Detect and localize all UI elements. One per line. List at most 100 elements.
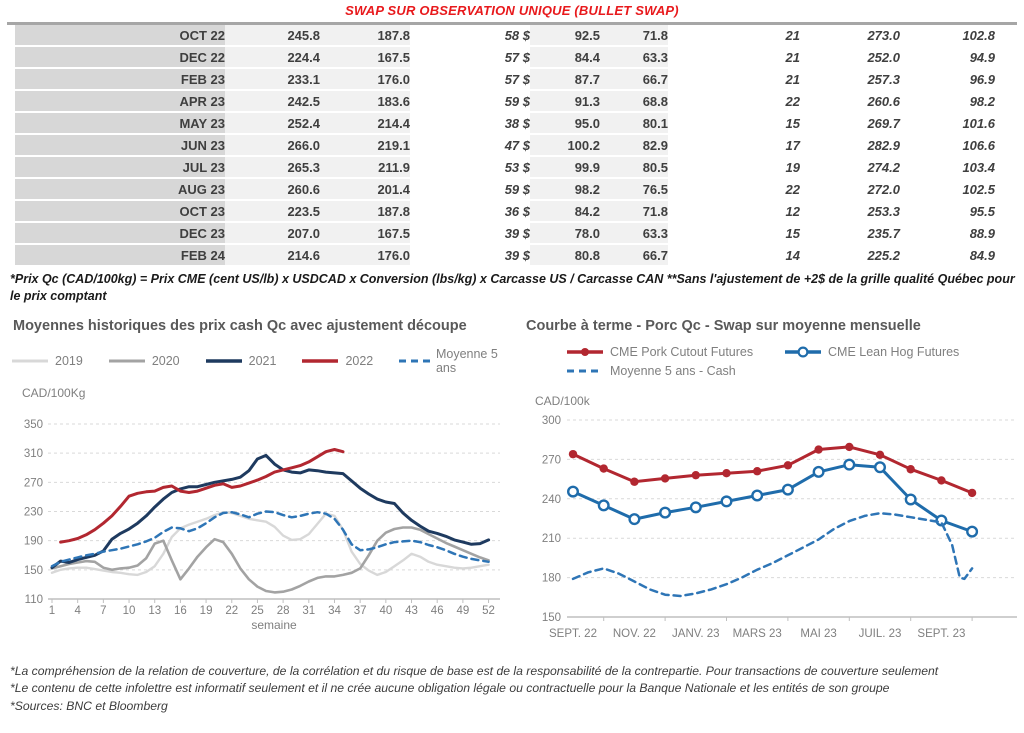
legend-label: Moyenne 5 ans - Cash: [610, 363, 736, 378]
svg-text:31: 31: [302, 605, 315, 617]
table-row: AUG 23 260.6 201.4 59 $98.2 76.5 22 272.0 102.5: [15, 178, 995, 201]
svg-text:16: 16: [174, 605, 187, 617]
table-cell: 183.6: [320, 90, 410, 113]
right-chart-plot: 150 180 210 240 270 300 SEPT. 22 NOV. 22 JANV. 2…: [542, 415, 1017, 640]
table-cell: 22: [668, 178, 800, 201]
table-cell: DEC 23: [15, 222, 225, 245]
table-cell: 92.5: [530, 25, 600, 47]
legend-label: Moyenne 5 ans: [435, 347, 498, 375]
table-cell: 260.6: [800, 90, 900, 113]
svg-text:19: 19: [200, 605, 213, 617]
table-cell: 187.8: [320, 200, 410, 223]
legend-label: 2021: [248, 354, 277, 368]
table-cell: DEC 22: [15, 46, 225, 69]
swap-table-body: OCT 22 245.8 187.8 58 $92.5 71.8 21 273.0 102.8…: [15, 25, 995, 267]
table-row: OCT 23 223.5 187.8 36 $84.2 71.8 12 253.3 95.5: [15, 200, 995, 223]
table-cell: JUL 23: [15, 156, 225, 179]
table-cell: 269.7: [800, 112, 900, 135]
note-line: *Le contenu de cette infolettre est info…: [10, 681, 890, 696]
table-cell: APR 23: [15, 90, 225, 113]
table-cell: 21: [668, 25, 800, 47]
svg-text:MARS 23: MARS 23: [733, 628, 782, 640]
table-cell: OCT 22: [15, 25, 225, 47]
table-cell: 223.5: [225, 200, 320, 223]
table-cell: 14: [668, 244, 800, 267]
table-cell: 87.7: [530, 68, 600, 91]
note-line: *La compréhension de la relation de couv…: [10, 664, 939, 678]
table-cell: 84.9: [900, 244, 995, 267]
table-cell: 242.5: [225, 90, 320, 113]
table-cell: 235.7: [800, 222, 900, 245]
table-cell: 21: [668, 68, 800, 91]
table-cell: 245.8: [225, 25, 320, 47]
svg-text:230: 230: [24, 507, 43, 519]
table-cell: 80.5: [600, 156, 668, 179]
table-cell: 252.0: [800, 46, 900, 69]
table-cell: 36 $: [410, 200, 530, 223]
table-cell: 167.5: [320, 46, 410, 69]
table-cell: 102.5: [900, 178, 995, 201]
table-cell: 95.0: [530, 112, 600, 135]
legend-swatch-icon: [567, 347, 603, 356]
svg-text:43: 43: [405, 605, 418, 617]
table-cell: 274.2: [800, 156, 900, 179]
svg-text:310: 310: [24, 448, 43, 460]
table-cell: 59 $: [410, 178, 530, 201]
table-cell: 253.3: [800, 200, 900, 223]
svg-text:25: 25: [251, 605, 264, 617]
legend-label: CME Lean Hog Futures: [828, 344, 960, 359]
legend-label: 2019: [55, 354, 83, 368]
legend-item: 2022: [300, 352, 373, 371]
table-cell: 78.0: [530, 222, 600, 245]
table-cell: 71.8: [600, 25, 668, 47]
legend-item: CME Lean Hog Futures: [783, 342, 1001, 361]
table-row: MAY 23 252.4 214.4 38 $95.0 80.1 15 269.7 101.6: [15, 112, 995, 135]
table-footnote: *Prix Qc (CAD/100kg) = Prix CME (cent US…: [10, 272, 1015, 303]
left-chart-plot: 110 150 190 230 270 310 350 1 4 7 10 13 16 19 22 25 28 31…: [24, 419, 500, 632]
table-cell: 167.5: [320, 222, 410, 245]
svg-text:SEPT. 22: SEPT. 22: [549, 628, 597, 640]
table-row: FEB 24 214.6 176.0 39 $80.8 66.7 14 225.2 84.9: [15, 244, 995, 267]
left-chart-legend: 2019 2020 2021 2022 Moyenne 5 ans: [10, 347, 508, 375]
table-cell: 219.1: [320, 134, 410, 157]
svg-text:1: 1: [49, 605, 55, 617]
bottom-notes: *La compréhension de la relation de couv…: [10, 663, 1018, 715]
svg-text:22: 22: [225, 605, 238, 617]
svg-text:MAI 23: MAI 23: [800, 628, 836, 640]
table-cell: 21: [668, 46, 800, 69]
table-cell: 98.2: [530, 178, 600, 201]
table-cell: 106.6: [900, 134, 995, 157]
table-cell: 102.8: [900, 25, 995, 47]
table-cell: 47 $: [410, 134, 530, 157]
table-row: APR 23 242.5 183.6 59 $91.3 68.8 22 260.6 98.2: [15, 90, 995, 113]
table-cell: 103.4: [900, 156, 995, 179]
table-cell: 176.0: [320, 68, 410, 91]
legend-swatch-icon: [108, 359, 145, 363]
table-row: JUL 23 265.3 211.9 53 $99.9 80.5 19 274.2 103.4: [15, 156, 995, 179]
svg-text:180: 180: [542, 573, 561, 585]
table-cell: 201.4: [320, 178, 410, 201]
table-cell: 71.8: [600, 200, 668, 223]
table-cell: 225.2: [800, 244, 900, 267]
left-chart-title: Moyennes historiques des prix cash Qc av…: [13, 318, 467, 334]
table-cell: 96.9: [900, 68, 995, 91]
legend-label: CME Pork Cutout Futures: [610, 344, 754, 359]
table-row: JUN 23 266.0 219.1 47 $100.2 82.9 17 282.9 106.…: [15, 134, 995, 157]
table-cell: 224.4: [225, 46, 320, 69]
table-cell: 17: [668, 134, 800, 157]
table-cell: 12: [668, 200, 800, 223]
table-cell: 76.5: [600, 178, 668, 201]
table-cell: 63.3: [600, 222, 668, 245]
table-cell: JUN 23: [15, 134, 225, 157]
table-cell: FEB 24: [15, 244, 225, 267]
svg-text:270: 270: [542, 454, 561, 466]
table-row: OCT 22 245.8 187.8 58 $92.5 71.8 21 273.0 102.8: [15, 25, 995, 47]
table-row: DEC 22 224.4 167.5 57 $84.4 63.3 21 252.0 94.9: [15, 46, 995, 69]
svg-text:190: 190: [24, 536, 43, 548]
right-chart: Courbe à terme - Porc Qc - Swap sur moye…: [523, 318, 1023, 647]
svg-text:46: 46: [431, 605, 444, 617]
table-cell: 80.8: [530, 244, 600, 267]
legend-swatch-icon: [567, 369, 603, 372]
table-row: FEB 23 233.1 176.0 57 $87.7 66.7 21 257.3 96.9: [15, 68, 995, 91]
